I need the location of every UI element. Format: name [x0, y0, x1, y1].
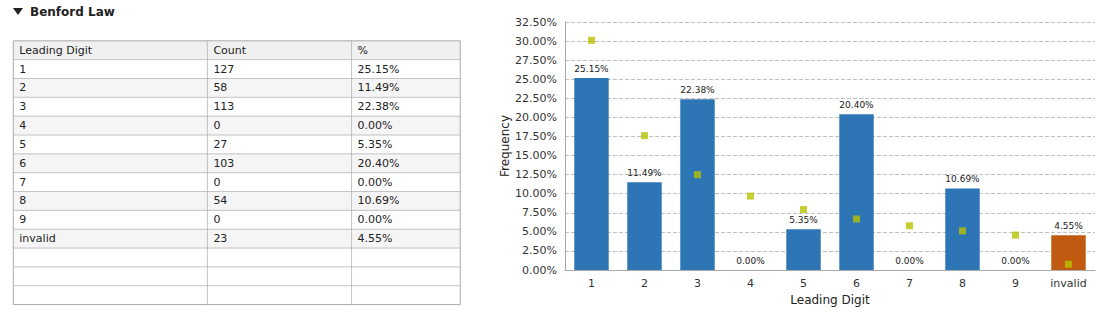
- svg-text:127: 127: [213, 63, 234, 76]
- svg-text:invalid: invalid: [1050, 277, 1086, 290]
- svg-text:9: 9: [19, 213, 26, 226]
- svg-text:10.69%: 10.69%: [358, 194, 400, 207]
- svg-text:4: 4: [747, 277, 754, 290]
- svg-text:1: 1: [588, 277, 595, 290]
- svg-text:25.15%: 25.15%: [358, 63, 400, 76]
- svg-text:invalid: invalid: [19, 232, 55, 245]
- svg-text:5.35%: 5.35%: [358, 138, 393, 151]
- svg-text:0.00%: 0.00%: [358, 119, 393, 132]
- svg-text:0.00%: 0.00%: [736, 256, 765, 266]
- svg-text:2.50%: 2.50%: [522, 244, 557, 257]
- svg-text:20.00%: 20.00%: [515, 111, 557, 124]
- svg-text:8: 8: [19, 194, 26, 207]
- svg-text:0.00%: 0.00%: [1001, 256, 1030, 266]
- svg-text:20.40%: 20.40%: [839, 100, 874, 110]
- svg-text:0: 0: [213, 119, 220, 132]
- svg-text:22.50%: 22.50%: [515, 92, 557, 105]
- svg-text:5: 5: [19, 138, 26, 151]
- svg-text:7: 7: [906, 277, 913, 290]
- svg-text:22.38%: 22.38%: [680, 85, 715, 95]
- svg-text:10.69%: 10.69%: [945, 174, 980, 184]
- svg-text:8: 8: [959, 277, 966, 290]
- svg-text:54: 54: [213, 194, 227, 207]
- svg-text:10.00%: 10.00%: [515, 187, 557, 200]
- svg-text:17.50%: 17.50%: [515, 130, 557, 143]
- svg-text:4.55%: 4.55%: [1054, 221, 1083, 231]
- svg-text:58: 58: [213, 81, 227, 94]
- svg-text:11.49%: 11.49%: [358, 81, 400, 94]
- svg-text:Count: Count: [213, 44, 246, 57]
- svg-text:7.50%: 7.50%: [522, 206, 557, 219]
- svg-text:4.55%: 4.55%: [358, 232, 393, 245]
- svg-text:2: 2: [19, 81, 26, 94]
- svg-text:Leading Digit: Leading Digit: [19, 44, 92, 57]
- svg-text:30.00%: 30.00%: [515, 35, 557, 48]
- svg-text:27: 27: [213, 138, 227, 151]
- svg-text:6: 6: [19, 157, 26, 170]
- svg-text:12.50%: 12.50%: [515, 168, 557, 181]
- svg-text:Benford Law: Benford Law: [30, 5, 115, 19]
- svg-text:23: 23: [213, 232, 227, 245]
- svg-text:7: 7: [19, 176, 26, 189]
- svg-text:Leading Digit: Leading Digit: [790, 293, 870, 307]
- svg-text:Frequency: Frequency: [498, 115, 512, 177]
- svg-text:0: 0: [213, 213, 220, 226]
- svg-text:15.00%: 15.00%: [515, 149, 557, 162]
- svg-text:11.49%: 11.49%: [627, 168, 662, 178]
- svg-text:3: 3: [19, 100, 26, 113]
- svg-text:5.00%: 5.00%: [522, 225, 557, 238]
- svg-text:25.15%: 25.15%: [574, 64, 609, 74]
- svg-text:0.00%: 0.00%: [895, 256, 924, 266]
- svg-text:4: 4: [19, 119, 26, 132]
- svg-text:113: 113: [213, 100, 234, 113]
- svg-text:1: 1: [19, 63, 26, 76]
- svg-text:25.00%: 25.00%: [515, 73, 557, 86]
- svg-text:32.50%: 32.50%: [515, 16, 557, 29]
- svg-text:9: 9: [1012, 277, 1019, 290]
- svg-text:27.50%: 27.50%: [515, 54, 557, 67]
- svg-text:2: 2: [641, 277, 648, 290]
- svg-text:20.40%: 20.40%: [358, 157, 400, 170]
- svg-text:0.00%: 0.00%: [358, 213, 393, 226]
- svg-text:22.38%: 22.38%: [358, 100, 400, 113]
- svg-text:5: 5: [800, 277, 807, 290]
- svg-text:5.35%: 5.35%: [789, 215, 818, 225]
- svg-text:0.00%: 0.00%: [358, 176, 393, 189]
- svg-text:6: 6: [853, 277, 860, 290]
- svg-text:%: %: [358, 44, 368, 57]
- svg-text:103: 103: [213, 157, 234, 170]
- svg-text:3: 3: [694, 277, 701, 290]
- svg-text:0: 0: [213, 176, 220, 189]
- svg-text:0.00%: 0.00%: [522, 264, 557, 277]
